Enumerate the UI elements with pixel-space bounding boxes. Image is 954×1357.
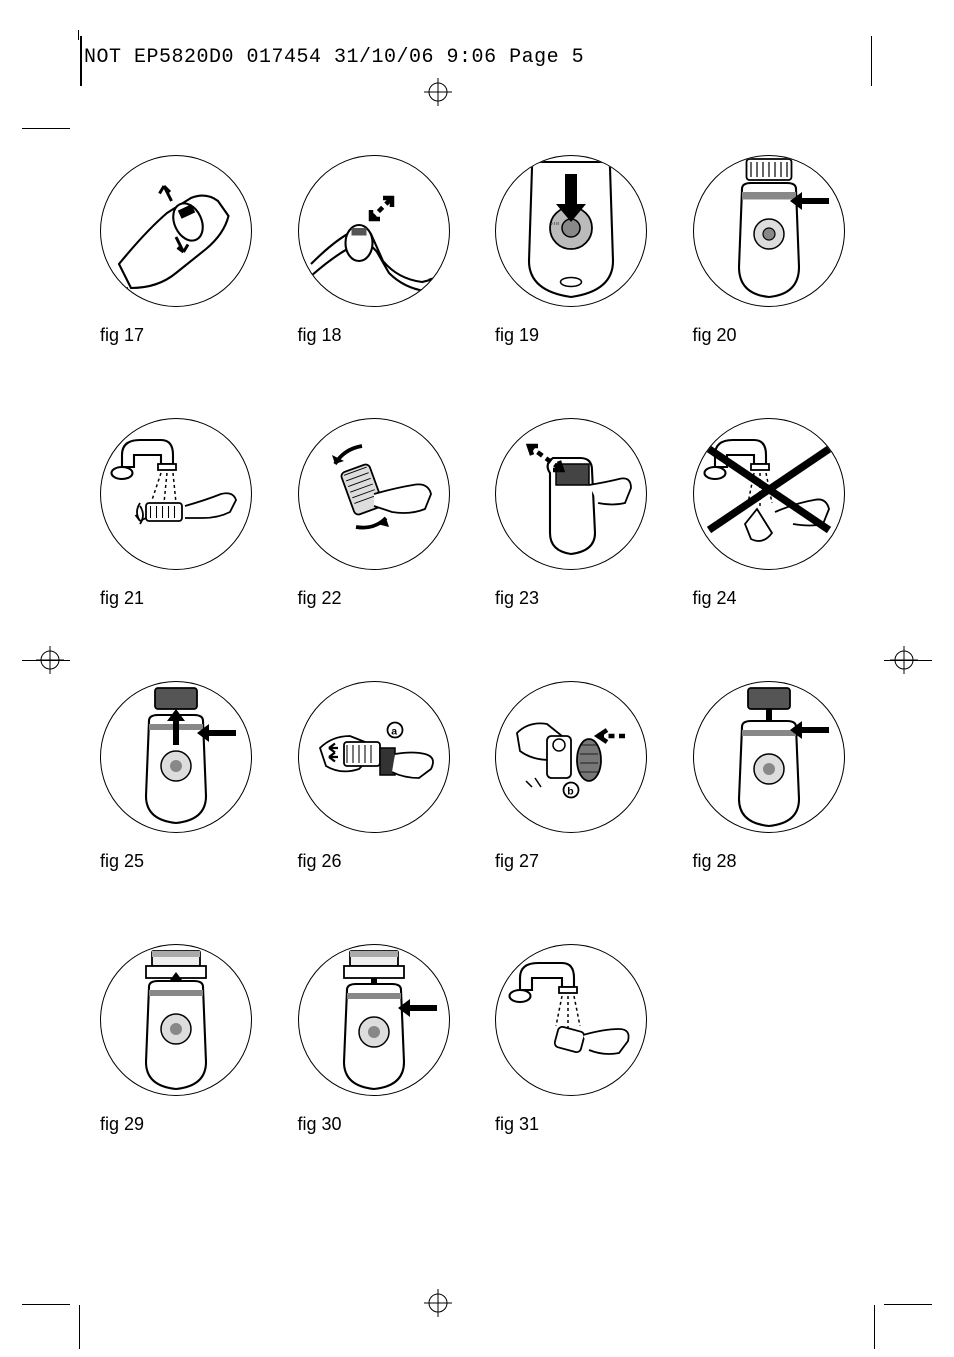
crop-mark [884, 1304, 932, 1305]
illustration [100, 155, 252, 307]
empty-cell [693, 944, 861, 1135]
figure-27: b fig 27 [495, 681, 663, 872]
figure-label: fig 31 [495, 1114, 663, 1135]
crop-mark [22, 1304, 70, 1305]
crop-mark [78, 30, 79, 40]
figure-19: 0 I II fig 19 [495, 155, 663, 346]
illustration: b [495, 681, 647, 833]
figure-label: fig 20 [693, 325, 861, 346]
figure-label: fig 28 [693, 851, 861, 872]
figure-31: fig 31 [495, 944, 663, 1135]
illustration [693, 681, 845, 833]
illustration [100, 944, 252, 1096]
crop-mark [79, 1305, 80, 1349]
figure-20: fig 20 [693, 155, 861, 346]
figure-label: fig 26 [298, 851, 466, 872]
illustration [298, 155, 450, 307]
crop-mark [22, 128, 70, 129]
illustration [693, 155, 845, 307]
figure-28: fig 28 [693, 681, 861, 872]
svg-text:a: a [391, 726, 397, 738]
figure-18: fig 18 [298, 155, 466, 346]
figure-label: fig 22 [298, 588, 466, 609]
crop-mark [871, 36, 873, 86]
figure-25: fig 25 [100, 681, 268, 872]
figure-label: fig 30 [298, 1114, 466, 1135]
figure-21: fig 21 [100, 418, 268, 609]
reg-mark-top [424, 78, 452, 106]
illustration [100, 418, 252, 570]
illustration [693, 418, 845, 570]
illustration [298, 944, 450, 1096]
figure-24: fig 24 [693, 418, 861, 609]
figure-label: fig 29 [100, 1114, 268, 1135]
figure-label: fig 21 [100, 588, 268, 609]
illustration [495, 418, 647, 570]
figure-label: fig 19 [495, 325, 663, 346]
svg-text:b: b [567, 786, 573, 798]
figure-26: a fig 26 [298, 681, 466, 872]
figure-label: fig 24 [693, 588, 861, 609]
figure-22: fig 22 [298, 418, 466, 609]
print-slug: NOT EP5820D0 017454 31/10/06 9:06 Page 5 [84, 46, 584, 69]
illustration [100, 681, 252, 833]
figure-17: fig 17 [100, 155, 268, 346]
figure-label: fig 23 [495, 588, 663, 609]
figure-label: fig 25 [100, 851, 268, 872]
header-tick-left [80, 36, 82, 86]
figure-label: fig 17 [100, 325, 268, 346]
illustration [495, 944, 647, 1096]
figure-label: fig 18 [298, 325, 466, 346]
crop-mark [874, 1305, 875, 1349]
figure-label: fig 27 [495, 851, 663, 872]
figure-29: fig 29 [100, 944, 268, 1135]
reg-mark-left [36, 646, 64, 674]
illustration [298, 418, 450, 570]
figure-grid: fig 17 fig 18 0 [100, 155, 860, 1135]
reg-mark-right [890, 646, 918, 674]
illustration: 0 I II [495, 155, 647, 307]
svg-text:0 I II: 0 I II [550, 221, 559, 226]
figure-30: fig 30 [298, 944, 466, 1135]
figure-23: fig 23 [495, 418, 663, 609]
reg-mark-bottom [424, 1289, 452, 1317]
illustration: a [298, 681, 450, 833]
